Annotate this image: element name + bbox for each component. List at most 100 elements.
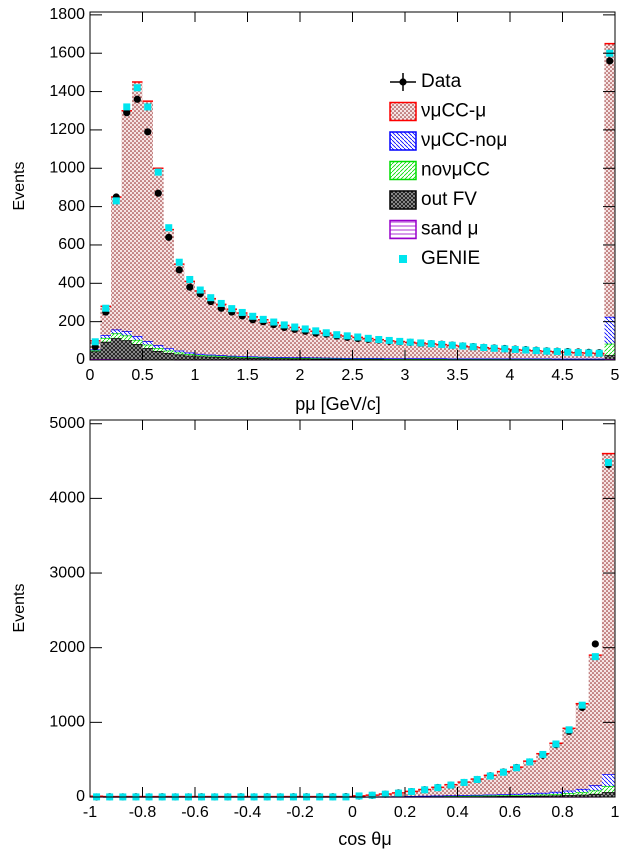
histogram-bar — [531, 350, 542, 359]
legend-symbol — [389, 160, 417, 181]
genie-marker — [249, 312, 257, 320]
histogram-bar — [279, 358, 290, 360]
histogram-bar — [499, 349, 510, 359]
histogram-bar — [470, 779, 484, 795]
genie-marker — [532, 347, 540, 355]
genie-marker — [291, 323, 299, 331]
histogram-bar — [153, 348, 164, 351]
y-tick-label: 1000 — [49, 714, 85, 731]
x-tick-label: 4 — [506, 367, 515, 384]
y-tick-label: 1600 — [49, 44, 85, 61]
x-tick-label: 2 — [296, 367, 305, 384]
histogram-bar — [268, 322, 279, 358]
genie-marker — [473, 775, 481, 783]
histogram-bar — [153, 168, 164, 346]
x-tick-label: -0.8 — [129, 804, 157, 821]
x-tick-label: 0.6 — [499, 804, 521, 821]
histogram-bar — [384, 340, 395, 359]
histogram-bar — [195, 290, 206, 354]
genie-marker — [154, 168, 162, 176]
y-tick-label: 4000 — [49, 490, 85, 507]
histogram-bar — [205, 356, 216, 360]
histogram-bar — [549, 743, 563, 792]
panel: 0 200 400 600 800 1000 1200 1400 1600 1800 0 0.5 1 1.… — [11, 6, 619, 414]
histogram-bar — [436, 344, 447, 359]
genie-marker — [459, 342, 467, 350]
genie-marker — [486, 772, 494, 780]
x-tick-label: 3 — [401, 367, 410, 384]
genie-marker — [434, 784, 442, 792]
histogram-bar — [552, 351, 563, 359]
genie-marker — [552, 740, 560, 748]
histogram-bar — [216, 357, 227, 360]
histogram-bar — [604, 343, 615, 356]
histogram-bar — [562, 795, 576, 797]
genie-marker — [354, 333, 362, 341]
genie-marker — [385, 336, 393, 344]
histogram-bar — [431, 787, 445, 796]
histogram-bar — [300, 329, 311, 358]
genie-marker — [312, 327, 320, 335]
histogram-bar — [111, 329, 122, 334]
y-tick-label: 800 — [58, 198, 85, 215]
histogram-bar — [510, 349, 521, 359]
histogram-bar — [575, 792, 589, 795]
histogram-bar — [562, 790, 576, 794]
y-tick-label: 0 — [76, 351, 85, 368]
genie-marker — [259, 315, 267, 323]
histogram-bar — [100, 335, 111, 338]
genie-marker — [448, 341, 456, 349]
genie-marker — [355, 792, 363, 800]
genie-marker — [228, 305, 236, 313]
histogram-bar — [258, 358, 269, 360]
genie-marker — [585, 349, 593, 357]
histogram-bar — [184, 354, 195, 356]
legend-label: noνμCC — [421, 160, 490, 181]
histogram-bar — [575, 703, 589, 789]
legend-label: sand μ — [421, 219, 478, 240]
data-point — [165, 233, 173, 241]
histogram-bar — [289, 327, 300, 358]
genie-marker — [591, 653, 599, 661]
data-point — [154, 189, 162, 197]
histogram-bar — [588, 790, 602, 794]
genie-marker — [408, 788, 416, 796]
histogram-bar — [132, 339, 143, 345]
genie-marker — [595, 349, 603, 357]
histogram-bar — [100, 337, 111, 342]
histogram-bar — [549, 791, 563, 794]
genie-marker — [469, 343, 477, 351]
histogram-bar — [121, 110, 132, 332]
histogram-bar — [111, 197, 122, 330]
legend-symbol — [389, 101, 417, 122]
histogram-bar — [562, 793, 576, 796]
histogram-bar — [363, 338, 374, 359]
histogram-bar — [100, 341, 111, 360]
genie-marker — [102, 304, 110, 312]
histogram-bar — [415, 343, 426, 359]
histogram-bar — [132, 344, 143, 360]
legend-label: νμCC-μ — [421, 101, 486, 122]
y-tick-label: 1400 — [49, 83, 85, 100]
data-point — [186, 283, 194, 291]
histogram-bar — [237, 313, 248, 357]
x-tick-label: 3.5 — [446, 367, 468, 384]
data-point — [175, 266, 183, 274]
genie-marker — [539, 750, 547, 758]
y-tick-label: 5000 — [49, 415, 85, 432]
y-tick-label: 200 — [58, 313, 85, 330]
x-tick-label: 0.5 — [131, 367, 153, 384]
x-tick-label: -0.2 — [286, 804, 314, 821]
histogram-bar — [216, 304, 227, 356]
y-tick-label: 400 — [58, 275, 85, 292]
histogram-bar — [247, 357, 258, 360]
plot-frame — [90, 420, 615, 797]
x-axis-label: pμ [GeV/c] — [295, 394, 380, 414]
x-tick-label: 2.5 — [341, 367, 363, 384]
genie-marker — [207, 294, 215, 302]
histogram-bar — [153, 345, 164, 349]
histogram-bar — [205, 298, 216, 355]
genie-marker — [553, 348, 561, 356]
histogram-bar — [483, 775, 497, 795]
